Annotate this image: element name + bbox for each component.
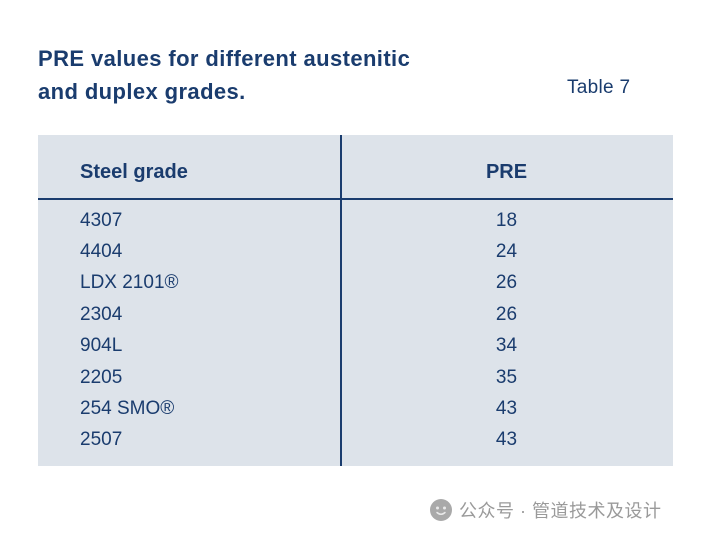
page-title: PRE values for different austenitic and … <box>38 42 410 108</box>
table-row: 904L 34 <box>38 331 673 362</box>
table-caption: Table 7 <box>567 77 631 98</box>
page-title-line1: PRE values for different austenitic <box>38 46 411 71</box>
pre-value-cell: 43 <box>495 429 518 451</box>
table-header-row: Steel grade PRE <box>38 135 673 200</box>
pre-value-cell: 35 <box>495 366 518 388</box>
column-header-steel-grade: Steel grade <box>80 161 188 183</box>
steel-grade-cell: 2507 <box>80 429 123 451</box>
table-row: LDX 2101® 26 <box>38 268 673 299</box>
table-row: 2205 35 <box>38 362 673 393</box>
table-row: 4307 18 <box>38 205 673 236</box>
column-divider <box>340 135 342 466</box>
table-row: 2507 43 <box>38 425 673 456</box>
pre-value-cell: 26 <box>495 272 518 294</box>
page-title-line2: and duplex grades. <box>38 79 246 104</box>
steel-grade-cell: LDX 2101® <box>80 272 179 294</box>
column-header-pre: PRE <box>485 161 528 183</box>
watermark-text: 公众号 · 管道技术及设计 <box>459 501 662 521</box>
watermark-avatar-icon <box>430 499 452 521</box>
table-row: 4404 24 <box>38 236 673 267</box>
table-row: 2304 26 <box>38 299 673 330</box>
pre-value-cell: 43 <box>495 398 518 420</box>
steel-grade-cell: 904L <box>80 335 123 357</box>
pre-value-cell: 18 <box>495 209 518 231</box>
steel-grade-cell: 254 SMO® <box>80 398 175 420</box>
table-row: 254 SMO® 43 <box>38 393 673 424</box>
steel-grade-cell: 4404 <box>80 241 123 263</box>
pre-value-cell: 24 <box>495 241 518 263</box>
steel-grade-cell: 2205 <box>80 366 123 388</box>
steel-grade-cell: 2304 <box>80 303 123 325</box>
pre-value-cell: 26 <box>495 303 518 325</box>
watermark: 公众号 · 管道技术及设计 <box>430 497 662 523</box>
pre-values-table: Steel grade PRE 4307 18 4404 24 LDX 2101… <box>38 135 673 466</box>
pre-value-cell: 34 <box>495 335 518 357</box>
steel-grade-cell: 4307 <box>80 209 123 231</box>
table-body: 4307 18 4404 24 LDX 2101® 26 2304 26 904… <box>38 205 673 456</box>
